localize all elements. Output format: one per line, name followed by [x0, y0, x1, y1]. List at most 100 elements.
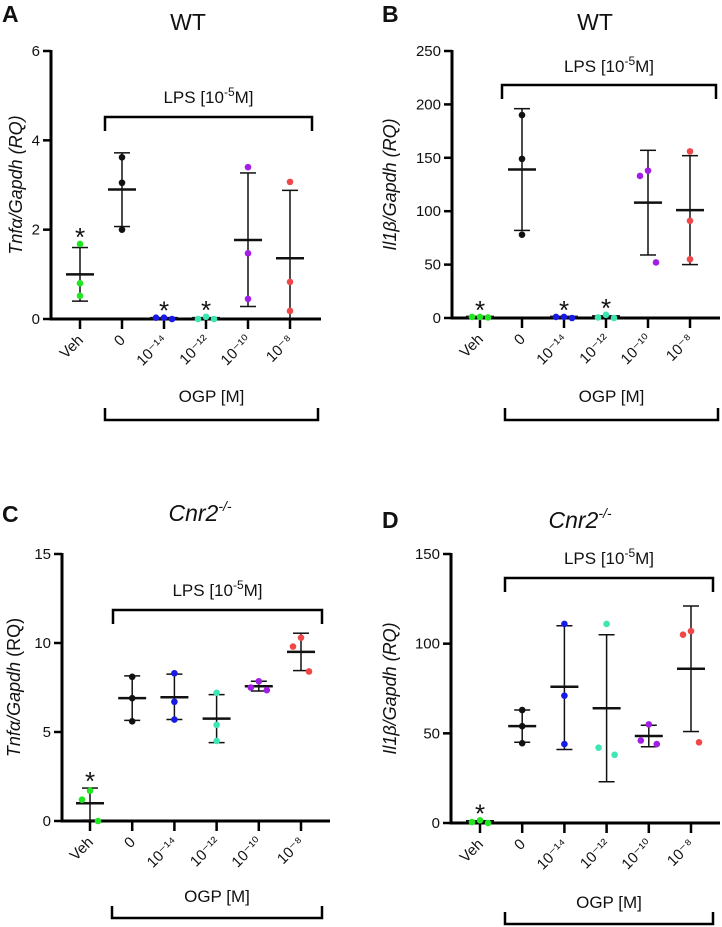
data-point: [202, 313, 210, 321]
significance-star: *: [201, 295, 211, 325]
data-point: [305, 668, 313, 675]
panel-title: Cnr2-/-: [548, 505, 611, 533]
y-tick-label: 150: [416, 150, 441, 167]
y-tick-label: 4: [32, 132, 40, 149]
data-point: [636, 172, 644, 180]
y-axis-label: Tnfα/Gapdh (RQ): [4, 618, 24, 757]
x-tick-label: 10⁻¹²: [176, 332, 212, 368]
y-tick-label: 200: [416, 96, 441, 113]
y-label-gene: Tnfα/Gapdh: [4, 657, 24, 757]
lps-label: LPS [10-5M]: [163, 85, 253, 107]
data-point: [518, 231, 526, 238]
panel-letter: A: [2, 1, 19, 27]
data-point: [518, 706, 526, 714]
significance-star: *: [475, 295, 485, 325]
data-point: [561, 692, 568, 699]
data-point: [168, 315, 176, 323]
lps-label: LPS [10-5M]: [564, 54, 654, 76]
ogp-bracket: [103, 408, 320, 422]
x-tick-label: 10⁻¹⁴: [534, 836, 572, 874]
data-point: [94, 817, 102, 825]
x-tick-label: 0: [511, 331, 529, 349]
title-superscript: -/-: [218, 498, 232, 514]
data-point: [263, 686, 271, 694]
data-point: [518, 722, 526, 730]
x-tick-label: 10⁻⁸: [263, 332, 297, 366]
significance-star: *: [75, 222, 85, 252]
y-label-unit: (RQ): [380, 622, 400, 661]
lps-label-suffix: M]: [635, 549, 654, 568]
data-point: [152, 314, 160, 321]
y-label-gene: Tnfα/Gapdh: [6, 154, 26, 254]
ogp-bracket: [503, 912, 715, 926]
x-tick-label: 10⁻¹²: [576, 331, 612, 367]
data-point: [518, 155, 526, 163]
title-text: WT: [170, 9, 206, 35]
significance-star: *: [85, 766, 95, 796]
data-point: [118, 226, 126, 233]
x-tick-label: 10⁻⁸: [663, 331, 697, 365]
y-tick-label: 0: [43, 813, 51, 830]
title-superscript: -/-: [598, 505, 612, 521]
data-point: [213, 737, 220, 745]
data-point: [518, 111, 526, 119]
data-point: [518, 739, 526, 747]
lps-label: LPS [10-5M]: [172, 578, 262, 600]
data-point: [610, 314, 618, 322]
data-point: [561, 620, 568, 628]
lps-label-suffix: M]: [244, 581, 263, 600]
data-point: [476, 817, 484, 824]
ogp-label: OGP [M]: [576, 893, 642, 912]
x-tick-label: 0: [111, 332, 129, 350]
data-point: [194, 315, 202, 323]
ogp-bracket: [110, 906, 324, 920]
data-point: [78, 796, 86, 803]
x-tick-label: Veh: [57, 332, 87, 362]
lps-bracket: [503, 576, 715, 592]
data-point: [561, 740, 568, 748]
data-point: [128, 694, 136, 702]
panel-D: D Cnr2-/- Il1β/Gapdh (RQ) 0 50 100 150 Veh * 0 10⁻…: [380, 505, 720, 926]
data-point: [568, 314, 576, 322]
lps-label-text: LPS [10: [564, 57, 625, 76]
significance-star: *: [559, 295, 569, 325]
data-point: [286, 278, 294, 286]
data-point: [468, 818, 476, 826]
data-point: [594, 314, 602, 321]
x-tick-label: 10⁻¹⁰: [618, 331, 655, 368]
x-tick-label: 10⁻¹⁴: [133, 332, 171, 370]
data-point: [289, 643, 297, 650]
panel-letter: B: [382, 1, 399, 27]
y-label-unit: (RQ): [4, 618, 24, 657]
y-tick-label: 0: [432, 815, 440, 832]
data-point: [484, 314, 492, 321]
significance-star: *: [475, 798, 485, 828]
y-label-gene: Il1β/Gapdh: [380, 661, 400, 754]
lps-label-text: LPS [10: [163, 88, 224, 107]
data-point: [652, 259, 660, 266]
significance-star: *: [601, 293, 611, 323]
y-tick-label: 50: [423, 725, 440, 742]
data-point: [86, 787, 94, 795]
data-point: [611, 751, 618, 759]
data-point: [76, 292, 84, 300]
data-point: [171, 716, 178, 723]
data-point: [484, 819, 492, 827]
y-tick-label: 10: [34, 635, 51, 652]
data-point: [687, 627, 695, 635]
y-axis-label: Il1β/Gapdh (RQ): [380, 622, 400, 754]
ogp-bracket: [503, 408, 720, 422]
title-text: WT: [577, 9, 613, 35]
y-tick-label: 5: [43, 724, 51, 741]
data-point: [160, 314, 168, 321]
lps-label-superscript: -5: [224, 85, 235, 99]
lps-bracket: [103, 115, 314, 131]
x-tick-label: 10⁻⁸: [274, 834, 308, 868]
lps-label-text: LPS [10: [564, 549, 625, 568]
ogp-label: OGP [M]: [179, 387, 245, 406]
y-tick-label: 0: [433, 310, 441, 327]
data-point: [637, 737, 645, 744]
